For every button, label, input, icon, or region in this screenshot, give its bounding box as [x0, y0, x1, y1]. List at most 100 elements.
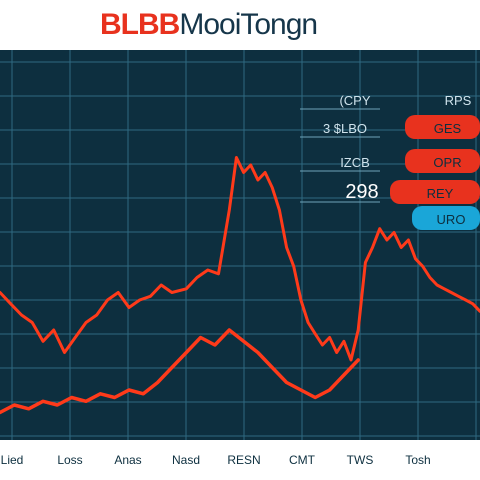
series-1-point — [314, 332, 317, 335]
series-1-point — [414, 257, 417, 260]
series-1-point — [435, 283, 439, 287]
series-layer — [0, 156, 480, 415]
series-1-point — [364, 261, 367, 264]
ticker-label: 3 $LBO — [323, 121, 367, 136]
series-1-point — [464, 298, 467, 302]
series-1-point — [306, 321, 310, 324]
ticker-panel: (CPY RPS 3 $LBO GES IZCB OPR 298 REY URO — [300, 93, 480, 230]
series-1-point — [84, 321, 88, 324]
series-1-point — [149, 295, 152, 298]
series-1-point — [20, 313, 23, 317]
series-1-point — [328, 336, 331, 339]
series-1-point — [52, 328, 55, 332]
series-1-point — [185, 287, 188, 290]
series-2-point — [185, 351, 188, 354]
series-1-point — [471, 302, 474, 305]
series-1-point — [349, 358, 353, 362]
series-1-point — [138, 298, 141, 302]
series-2-point — [199, 336, 202, 339]
ticker-badge-bg — [390, 180, 480, 204]
series-2-point — [271, 366, 274, 369]
series-2-point — [127, 388, 131, 392]
series-1-point — [217, 272, 220, 275]
series-2-point — [285, 381, 288, 384]
series-1-point — [74, 336, 77, 339]
series-1-point — [371, 246, 374, 249]
plot-area: (CPY RPS 3 $LBO GES IZCB OPR 298 REY URO — [0, 50, 480, 440]
series-2-point — [41, 400, 45, 403]
series-1-point — [170, 291, 174, 294]
series-1-point — [160, 283, 163, 287]
series-2-point — [99, 392, 102, 395]
series-1-point — [428, 276, 432, 279]
series-1-point — [335, 351, 338, 354]
chart-title: BLBBMooiTongn — [100, 8, 318, 42]
series-1-point — [195, 276, 199, 279]
series-1-point — [63, 351, 66, 354]
title-brand: BLBB — [100, 8, 180, 41]
series-1-point — [278, 208, 281, 212]
series-1-point — [95, 313, 98, 317]
series-1-point — [9, 302, 12, 305]
ticker-badge-bg — [412, 206, 480, 230]
series-1-point — [235, 156, 238, 159]
series-1-point — [357, 328, 360, 332]
ticker-badge: RPS — [445, 93, 472, 108]
series-1-point — [41, 340, 45, 343]
ticker-badge-bg — [405, 115, 480, 139]
series-line-2 — [0, 328, 360, 415]
x-axis: Lied Loss Anas Nasd RESN CMT TWS Tosh — [0, 440, 480, 480]
series-1-point — [443, 287, 446, 290]
x-tick-label: RESN — [227, 453, 260, 467]
ticker-badge: URO — [437, 212, 466, 227]
series-1-point — [342, 340, 346, 343]
ticker-badge: GES — [434, 121, 462, 136]
line-chart: (CPY RPS 3 $LBO GES IZCB OPR 298 REY URO — [0, 50, 480, 440]
series-1-point — [117, 291, 120, 294]
ticker-label: IZCB — [340, 155, 370, 170]
x-tick-label: Anas — [114, 453, 141, 467]
series-1-point — [263, 171, 267, 174]
series-1-point — [106, 298, 109, 302]
series-2-point — [256, 351, 260, 354]
series-1-point — [407, 238, 410, 242]
x-axis-labels: Lied Loss Anas Nasd RESN CMT TWS Tosh — [1, 453, 431, 467]
series-1-point — [292, 265, 295, 268]
series-2-point — [84, 400, 88, 403]
series-1-point — [31, 321, 34, 324]
header: BLBBMooiTongn — [0, 0, 480, 50]
series-2-point — [328, 388, 331, 392]
series-1-point — [271, 186, 274, 189]
x-tick-label: Tosh — [405, 453, 430, 467]
series-2-point — [70, 396, 73, 399]
title-rest: MooiTongn — [179, 8, 318, 41]
series-1-point — [242, 171, 245, 174]
series-1-point — [400, 246, 403, 249]
series-1-point — [0, 291, 2, 294]
ticker-badge: OPR — [433, 155, 461, 170]
series-2-point — [228, 328, 231, 332]
series-1-point — [421, 265, 424, 268]
series-1-point — [392, 231, 396, 234]
series-1-point — [228, 208, 231, 212]
grid — [0, 50, 480, 440]
ticker-badge: REY — [427, 186, 454, 201]
ticker-label: 298 — [345, 181, 378, 203]
x-tick-label: Lied — [1, 453, 24, 467]
series-1-point — [127, 306, 131, 309]
series-2-point — [342, 373, 346, 377]
series-2-point — [56, 403, 59, 407]
series-2-point — [13, 403, 16, 407]
x-tick-label: TWS — [347, 453, 374, 467]
series-2-point — [314, 396, 317, 399]
series-1-point — [285, 246, 288, 249]
series-2-point — [170, 366, 174, 369]
series-1-point — [206, 268, 209, 272]
series-1-point — [249, 163, 252, 167]
series-1-point — [321, 343, 324, 347]
series-2-point — [156, 381, 159, 384]
ticker-badge-bg — [405, 149, 480, 173]
ticker-label: (CPY — [339, 93, 370, 108]
series-1-point — [385, 238, 389, 242]
series-2-point — [27, 407, 30, 410]
